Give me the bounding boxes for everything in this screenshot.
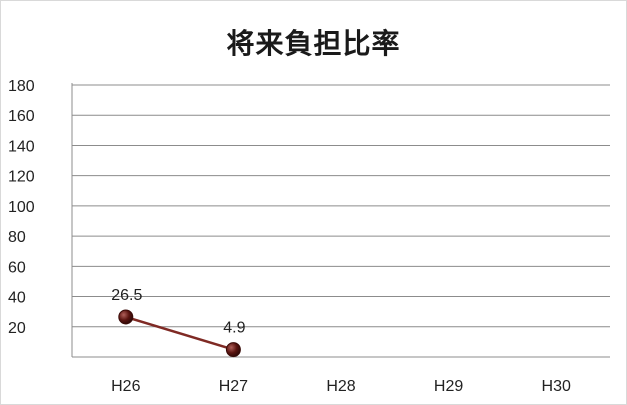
y-tick-label: 20	[8, 320, 26, 337]
y-tick-label: 140	[8, 138, 35, 155]
data-point-marker	[118, 309, 134, 325]
x-tick-label: H26	[111, 378, 140, 395]
chart-title: 将来負担比率	[226, 27, 401, 60]
x-tick-label: H27	[219, 378, 248, 395]
x-tick-label: H30	[542, 378, 571, 395]
y-tick-label: 160	[8, 108, 35, 125]
data-label: 26.5	[111, 287, 142, 304]
data-label: 4.9	[223, 320, 245, 337]
x-tick-label: H28	[326, 378, 355, 395]
y-tick-label: 120	[8, 169, 35, 186]
y-tick-label: 60	[8, 259, 26, 276]
x-tick-label: H29	[434, 378, 463, 395]
y-tick-label: 180	[8, 78, 35, 95]
y-tick-label: 100	[8, 199, 35, 216]
y-tick-label: 40	[8, 290, 26, 307]
data-point-marker	[225, 342, 241, 358]
y-tick-label: 80	[8, 229, 26, 246]
series-line-segment	[125, 315, 234, 351]
